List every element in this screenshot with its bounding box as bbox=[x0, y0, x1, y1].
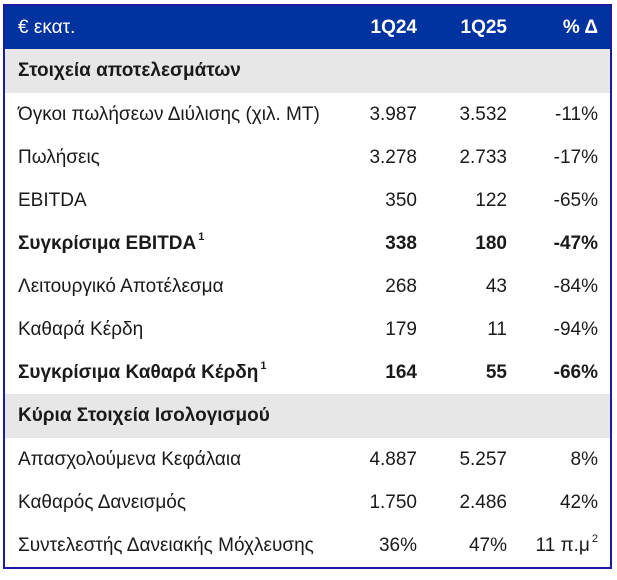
value-1q24: 268 bbox=[337, 265, 417, 308]
financial-results-table-card: € εκατ. 1Q24 1Q25 % Δ Στοιχεία αποτελεσμ… bbox=[3, 4, 612, 569]
row-label: Καθαρός Δανεισμός bbox=[5, 481, 337, 524]
row-label: Απασχολούμενα Κεφάλαια bbox=[5, 438, 337, 481]
value-1q24: 3.987 bbox=[337, 93, 417, 136]
value-delta: 8% bbox=[507, 438, 610, 481]
value-delta: -84% bbox=[507, 265, 610, 308]
value-1q25: 180 bbox=[417, 222, 507, 265]
value-1q24: 338 bbox=[337, 222, 417, 265]
value-delta: -47% bbox=[507, 222, 610, 265]
row-label: Όγκοι πωλήσεων Διύλισης (χιλ. MT) bbox=[5, 93, 337, 136]
value-1q25: 11 bbox=[417, 308, 507, 351]
footnote-1-marker: 1 bbox=[260, 360, 267, 373]
value-1q25: 122 bbox=[417, 179, 507, 222]
table-row: Καθαρός Δανεισμός 1.750 2.486 42% bbox=[5, 481, 610, 524]
value-1q24: 1.750 bbox=[337, 481, 417, 524]
unit-header: € εκατ. bbox=[5, 6, 337, 49]
value-delta: -94% bbox=[507, 308, 610, 351]
value-1q25: 43 bbox=[417, 265, 507, 308]
row-label: Συγκρίσιμα EBITDA 1 bbox=[5, 222, 337, 265]
value-1q25: 55 bbox=[417, 351, 507, 394]
footnote-1-marker: 1 bbox=[198, 231, 205, 244]
table-row: Καθαρά Κέρδη 179 11 -94% bbox=[5, 308, 610, 351]
row-label: Πωλήσεις bbox=[5, 136, 337, 179]
table-row: Πωλήσεις 3.278 2.733 -17% bbox=[5, 136, 610, 179]
column-header-1q24: 1Q24 bbox=[337, 6, 417, 49]
table-row-adjusted-ebitda: Συγκρίσιμα EBITDA 1 338 180 -47% bbox=[5, 222, 610, 265]
value-1q24: 4.887 bbox=[337, 438, 417, 481]
value-1q25: 5.257 bbox=[417, 438, 507, 481]
value-delta: 42% bbox=[507, 481, 610, 524]
value-delta: -17% bbox=[507, 136, 610, 179]
financial-results-table: € εκατ. 1Q24 1Q25 % Δ Στοιχεία αποτελεσμ… bbox=[5, 6, 610, 567]
table-row: EBITDA 350 122 -65% bbox=[5, 179, 610, 222]
row-label: Συντελεστής Δανειακής Μόχλευσης bbox=[5, 524, 337, 567]
footnote-2-marker: 2 bbox=[591, 533, 598, 546]
row-label: Καθαρά Κέρδη bbox=[5, 308, 337, 351]
section-header-balance-sheet: Κύρια Στοιχεία Ισολογισμού bbox=[5, 394, 610, 438]
section-header-results: Στοιχεία αποτελεσμάτων bbox=[5, 49, 610, 93]
row-label: Συγκρίσιμα Καθαρά Κέρδη 1 bbox=[5, 351, 337, 394]
value-1q25: 2.733 bbox=[417, 136, 507, 179]
row-label: Λειτουργικό Αποτέλεσμα bbox=[5, 265, 337, 308]
value-1q25: 47% bbox=[417, 524, 507, 567]
table-row: Απασχολούμενα Κεφάλαια 4.887 5.257 8% bbox=[5, 438, 610, 481]
value-delta: 11 π.μ 2 bbox=[507, 524, 610, 567]
value-delta: -65% bbox=[507, 179, 610, 222]
row-label: EBITDA bbox=[5, 179, 337, 222]
table-row: Συντελεστής Δανειακής Μόχλευσης 36% 47% … bbox=[5, 524, 610, 567]
table-header-row: € εκατ. 1Q24 1Q25 % Δ bbox=[5, 6, 610, 49]
value-1q25: 2.486 bbox=[417, 481, 507, 524]
value-1q25: 3.532 bbox=[417, 93, 507, 136]
table-row: Λειτουργικό Αποτέλεσμα 268 43 -84% bbox=[5, 265, 610, 308]
value-1q24: 3.278 bbox=[337, 136, 417, 179]
value-1q24: 164 bbox=[337, 351, 417, 394]
table-row-adjusted-net-income: Συγκρίσιμα Καθαρά Κέρδη 1 164 55 -66% bbox=[5, 351, 610, 394]
column-header-1q25: 1Q25 bbox=[417, 6, 507, 49]
table-row: Όγκοι πωλήσεων Διύλισης (χιλ. MT) 3.987 … bbox=[5, 93, 610, 136]
column-header-delta: % Δ bbox=[507, 6, 610, 49]
value-delta: -11% bbox=[507, 93, 610, 136]
value-1q24: 350 bbox=[337, 179, 417, 222]
value-delta: -66% bbox=[507, 351, 610, 394]
value-1q24: 36% bbox=[337, 524, 417, 567]
value-1q24: 179 bbox=[337, 308, 417, 351]
